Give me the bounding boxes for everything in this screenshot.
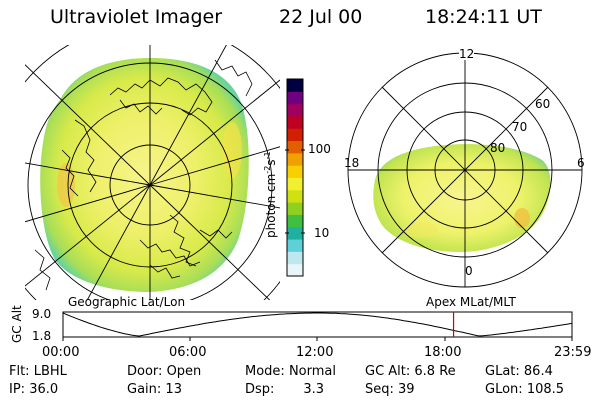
date-label: 22 Jul 00 <box>279 6 363 28</box>
colorbar-tick-10: 10 <box>314 226 330 240</box>
altitude-ytick-low: 1.8 <box>32 329 52 343</box>
colorbar-segment <box>287 239 303 252</box>
colorbar-segment <box>287 202 303 215</box>
status-glon: GLon: 108.5 <box>485 382 565 397</box>
colorbar-segment <box>287 226 303 240</box>
colorbar-segment <box>287 128 303 142</box>
colorbar-segment <box>287 189 303 203</box>
colorbar-segment <box>287 103 303 117</box>
geo-grid <box>25 45 280 300</box>
colorbar-segment <box>287 165 303 178</box>
mlt-label-18: 18 <box>344 156 360 170</box>
status-filter: Flt: LBHL <box>9 364 67 379</box>
status-mode: Mode: Normal <box>245 364 336 379</box>
geographic-map <box>25 45 280 300</box>
mlat-label-60: 60 <box>535 97 551 111</box>
colorbar-ticks <box>285 149 305 234</box>
polar-caption: Apex MLat/MLT <box>426 295 516 309</box>
time-tick-0000: 00:00 <box>42 345 80 360</box>
time-tick-1800: 18:00 <box>424 345 462 360</box>
colorbar-segment <box>287 152 303 166</box>
altitude-plot <box>62 311 573 341</box>
colorbar-frame <box>286 78 304 277</box>
time-label: 18:24:11 UT <box>425 6 542 28</box>
time-tick-2359: 23:59 <box>554 345 592 360</box>
mlat-label-70: 70 <box>512 120 528 134</box>
polar-grid <box>347 52 583 288</box>
status-gc-alt: GC Alt: 6.8 Re <box>365 364 456 379</box>
mlt-label-0: 0 <box>465 264 473 278</box>
altitude-ytick-high: 9.0 <box>32 307 52 321</box>
status-ip: IP: 36.0 <box>9 382 59 397</box>
coastlines <box>34 59 253 291</box>
colorbar-segment <box>287 251 303 265</box>
colorbar-segment <box>287 177 303 191</box>
colorbar-segment <box>287 263 303 277</box>
mlat-label-80: 80 <box>490 141 506 155</box>
status-gain: Gain: 13 <box>127 382 182 397</box>
altitude-curve <box>62 312 573 337</box>
polar-map <box>347 52 583 288</box>
instrument-title: Ultraviolet Imager <box>50 6 223 28</box>
colorbar-tick-100: 100 <box>308 142 331 156</box>
status-dsp: Dsp: 3.3 <box>245 382 325 397</box>
mlt-label-6: 6 <box>577 156 585 170</box>
status-glat: GLat: 86.4 <box>485 364 553 379</box>
uv-emission-geo <box>40 58 249 292</box>
uv-emission-polar <box>373 144 551 252</box>
color-scale-bar <box>286 78 304 277</box>
geo-caption: Geographic Lat/Lon <box>68 295 186 309</box>
status-door: Door: Open <box>127 364 202 379</box>
colorbar-segment <box>287 79 303 92</box>
colorbar-segment <box>287 115 303 129</box>
time-tick-0600: 06:00 <box>169 345 207 360</box>
time-tick-1200: 12:00 <box>296 345 334 360</box>
colorbar-segment <box>287 140 303 154</box>
colorbar-unit-label: photon cm-2s-1 <box>263 151 278 238</box>
mlt-label-12: 12 <box>459 47 475 61</box>
colorbar-segment <box>287 91 303 105</box>
colorbar-segment <box>287 214 303 228</box>
altitude-ylabel: GC Alt <box>10 305 24 343</box>
status-seq: Seq: 39 <box>365 382 415 397</box>
